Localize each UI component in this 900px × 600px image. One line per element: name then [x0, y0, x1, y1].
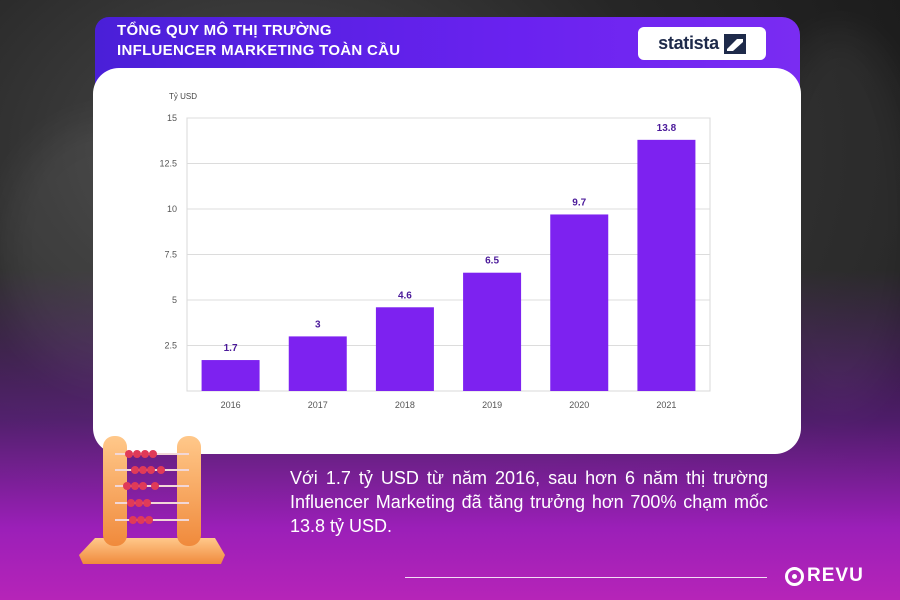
title-line-1: TỔNG QUY MÔ THỊ TRƯỜNG — [117, 22, 332, 39]
bar-value-label: 6.5 — [485, 256, 499, 267]
y-tick-label: 12.5 — [159, 159, 177, 169]
caption-text: Với 1.7 tỷ USD từ năm 2016, sau hơn 6 nă… — [290, 468, 768, 536]
brand-name: REVU — [807, 565, 864, 586]
bar-value-label: 13.8 — [657, 123, 677, 134]
logo-text: statista — [658, 33, 719, 53]
bar — [201, 360, 260, 391]
bar — [637, 139, 696, 391]
statista-logo: statista — [638, 27, 766, 60]
y-tick-label: 15 — [167, 113, 177, 123]
x-tick-label: 2018 — [395, 400, 415, 410]
x-tick-label: 2021 — [656, 400, 676, 410]
x-tick-label: 2019 — [482, 400, 502, 410]
x-tick-label: 2020 — [569, 400, 589, 410]
bar-value-label: 4.6 — [398, 290, 412, 301]
bar — [550, 214, 609, 391]
chart-card: 2.5 5 7.5 10 12.5 15 Tỷ USD 1.7 2016 3 2017 4.6 2018… — [93, 68, 801, 454]
page-title: TỔNG QUY MÔ THỊ TRƯỜNG INFLUENCER MARKET… — [117, 21, 400, 61]
x-tick-label: 2016 — [221, 400, 241, 410]
bar-value-label: 1.7 — [224, 343, 238, 354]
revu-logo: REVU — [785, 565, 864, 587]
abacus-icon — [79, 436, 225, 564]
bar — [288, 336, 347, 391]
bar-chart: 2.5 5 7.5 10 12.5 15 Tỷ USD 1.7 2016 3 2017 4.6 2018… — [159, 92, 711, 410]
revu-ring-icon — [785, 566, 804, 586]
y-axis-label: Tỷ USD — [169, 92, 197, 101]
bar-value-label: 9.7 — [572, 197, 586, 208]
statista-mark-icon — [723, 33, 746, 54]
footer-divider — [405, 577, 767, 578]
y-tick-label: 5 — [172, 295, 177, 305]
title-line-2: INFLUENCER MARKETING TOÀN CẦU — [117, 42, 401, 59]
y-tick-label: 2.5 — [164, 341, 177, 351]
bar — [375, 307, 434, 391]
y-tick-label: 10 — [167, 204, 177, 214]
bar-value-label: 3 — [315, 319, 321, 330]
y-tick-label: 7.5 — [164, 250, 177, 260]
bar — [463, 272, 522, 391]
x-tick-label: 2017 — [308, 400, 328, 410]
